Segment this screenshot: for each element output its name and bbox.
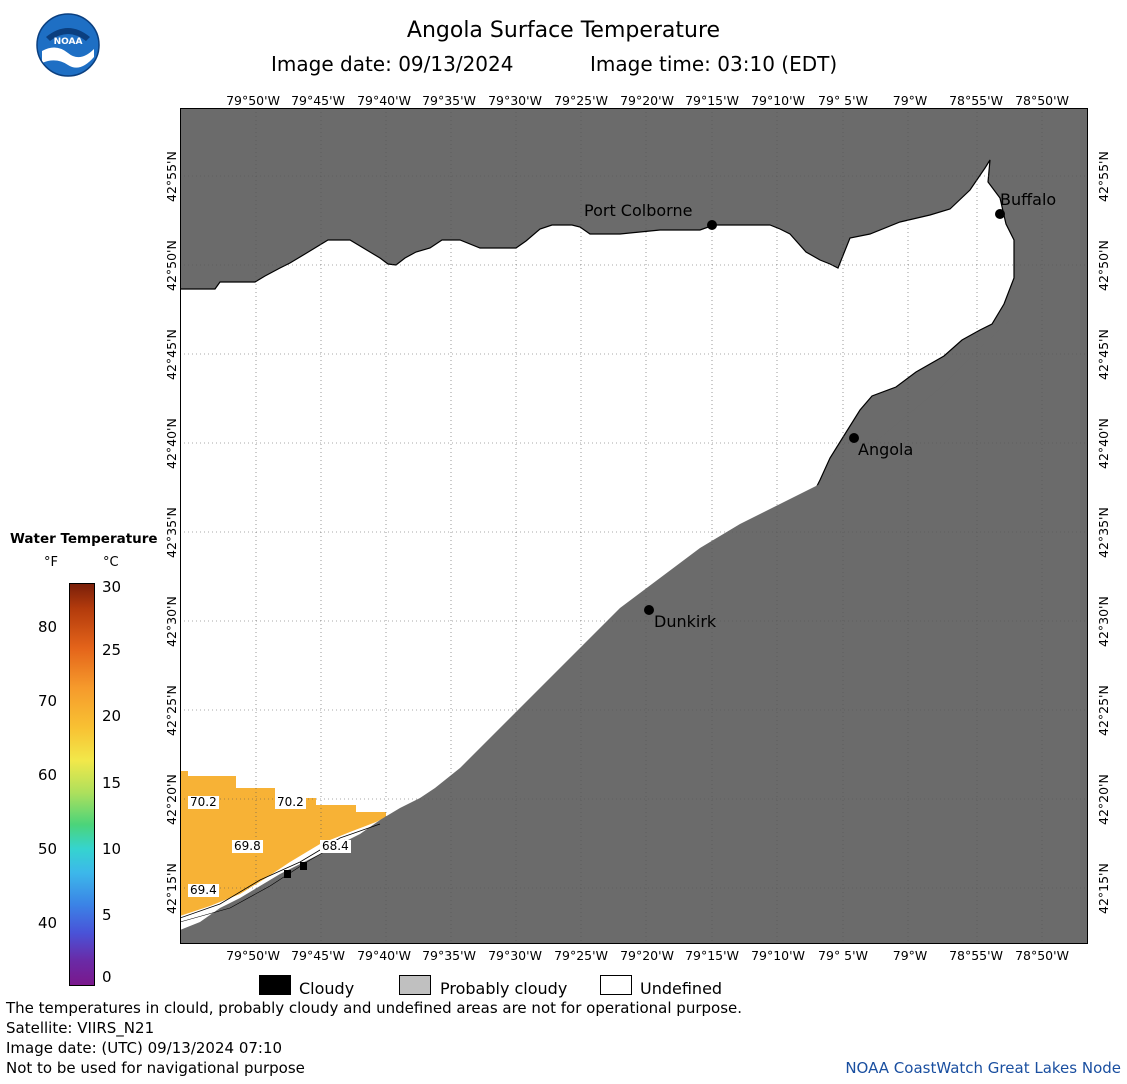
legend-label-cloudy: Cloudy (299, 979, 355, 998)
lat-tick: 42°50'N (164, 240, 179, 291)
temp-value-label: 69.8 (232, 839, 263, 853)
colorbar-unit-f: °F (44, 555, 58, 570)
lon-tick: 79°30'W (488, 93, 542, 108)
lat-tick: 42°35'N (1096, 507, 1111, 558)
lon-tick: 78°50'W (1015, 93, 1069, 108)
legend-swatch-probably-cloudy (399, 975, 431, 995)
disclaimer-text: The temperatures in clould, probably clo… (6, 999, 743, 1017)
lat-tick: 42°55'N (164, 151, 179, 202)
lon-tick: 79°40'W (357, 93, 411, 108)
lat-tick: 42°25'N (1096, 685, 1111, 736)
temp-value-label: 70.2 (275, 795, 306, 809)
lon-tick: 79°25'W (554, 948, 608, 963)
cloudy-pixel (300, 862, 307, 870)
lon-tick: 79°40'W (357, 948, 411, 963)
city-label-port-colborne: Port Colborne (584, 201, 693, 220)
map-frame (180, 108, 1088, 944)
lon-tick: 79° 5'W (818, 948, 868, 963)
lon-tick: 78°55'W (949, 93, 1003, 108)
satellite-text: Satellite: VIIRS_N21 (6, 1019, 155, 1037)
city-marker-buffalo (995, 209, 1005, 219)
temp-value-label: 69.4 (188, 883, 219, 897)
city-marker-dunkirk (644, 605, 654, 615)
lon-tick: 79°15'W (685, 948, 739, 963)
noaa-logo: NOAA (36, 13, 100, 77)
lat-tick: 42°15'N (164, 863, 179, 914)
lon-tick: 79°W (892, 93, 928, 108)
lon-tick: 79°30'W (488, 948, 542, 963)
utc-date-text: Image date: (UTC) 09/13/2024 07:10 (6, 1039, 283, 1057)
lon-tick: 79°10'W (751, 948, 805, 963)
lon-tick: 79°50'W (226, 948, 280, 963)
lon-tick: 78°55'W (949, 948, 1003, 963)
lon-tick: 79° 5'W (818, 93, 868, 108)
colorbar (69, 583, 95, 986)
lat-tick: 42°20'N (1096, 774, 1111, 825)
lon-tick: 79°15'W (685, 93, 739, 108)
lon-tick: 79°45'W (291, 948, 345, 963)
noaa-logo-text: NOAA (53, 37, 83, 47)
lon-tick: 79°50'W (226, 93, 280, 108)
graticule (180, 108, 1088, 944)
lat-tick: 42°45'N (1096, 329, 1111, 380)
lon-tick: 79°35'W (422, 948, 476, 963)
lon-tick: 79°35'W (422, 93, 476, 108)
city-marker-port-colborne (707, 220, 717, 230)
lon-tick: 79°10'W (751, 93, 805, 108)
temp-value-label: 68.4 (320, 839, 351, 853)
image-time: Image time: 03:10 (EDT) (590, 52, 838, 76)
lon-tick: 79°25'W (554, 93, 608, 108)
city-label-dunkirk: Dunkirk (654, 612, 717, 631)
shore-land-lower (180, 320, 1088, 944)
colorbar-c-tick: 30 (102, 578, 122, 596)
colorbar-f-tick: 80 (38, 618, 58, 636)
lat-tick: 42°55'N (1096, 151, 1111, 202)
legend-swatch-cloudy (259, 975, 291, 995)
lat-tick: 42°15'N (1096, 863, 1111, 914)
city-label-buffalo: Buffalo (1000, 190, 1057, 209)
city-marker-angola (849, 433, 859, 443)
lat-tick: 42°45'N (164, 329, 179, 380)
colorbar-c-tick: 25 (102, 641, 122, 659)
colorbar-f-tick: 50 (38, 840, 58, 858)
city-label-angola: Angola (858, 440, 914, 459)
colorbar-f-tick: 40 (38, 914, 58, 932)
colorbar-c-tick: 5 (102, 906, 112, 924)
colorbar-c-tick: 10 (102, 840, 122, 858)
lon-tick: 79°20'W (620, 948, 674, 963)
map-title: Angola Surface Temperature (406, 18, 721, 43)
colorbar-c-tick: 20 (102, 707, 122, 725)
colorbar-f-tick: 70 (38, 692, 58, 710)
warm-water-region (180, 771, 386, 916)
lat-tick: 42°30'N (164, 596, 179, 647)
colorbar-unit-c: °C (103, 555, 119, 570)
image-date: Image date: 09/13/2024 (271, 52, 514, 76)
lon-tick: 79°W (892, 948, 928, 963)
legend-label-probably-cloudy: Probably cloudy (440, 979, 568, 998)
colorbar-c-tick: 0 (102, 968, 112, 986)
lon-tick: 79°20'W (620, 93, 674, 108)
legend-label-undefined: Undefined (640, 979, 723, 998)
lat-tick: 42°35'N (164, 507, 179, 558)
lon-tick: 79°45'W (291, 93, 345, 108)
cloudy-pixel (284, 870, 291, 878)
colorbar-f-tick: 60 (38, 766, 58, 784)
lat-tick: 42°20'N (164, 774, 179, 825)
lat-tick: 42°40'N (164, 418, 179, 469)
colorbar-title: Water Temperature (10, 531, 158, 547)
lat-tick: 42°25'N (164, 685, 179, 736)
lon-tick: 78°50'W (1015, 948, 1069, 963)
isotherm-line (180, 823, 381, 919)
nav-warning-text: Not to be used for navigational purpose (6, 1059, 305, 1077)
lat-tick: 42°40'N (1096, 418, 1111, 469)
legend-swatch-undefined (600, 975, 632, 995)
colorbar-c-tick: 15 (102, 774, 122, 792)
lat-tick: 42°30'N (1096, 596, 1111, 647)
isotherm-line (180, 839, 346, 923)
temp-value-label: 70.2 (188, 795, 219, 809)
credit-text: NOAA CoastWatch Great Lakes Node (845, 1059, 1121, 1077)
lat-tick: 42°50'N (1096, 240, 1111, 291)
